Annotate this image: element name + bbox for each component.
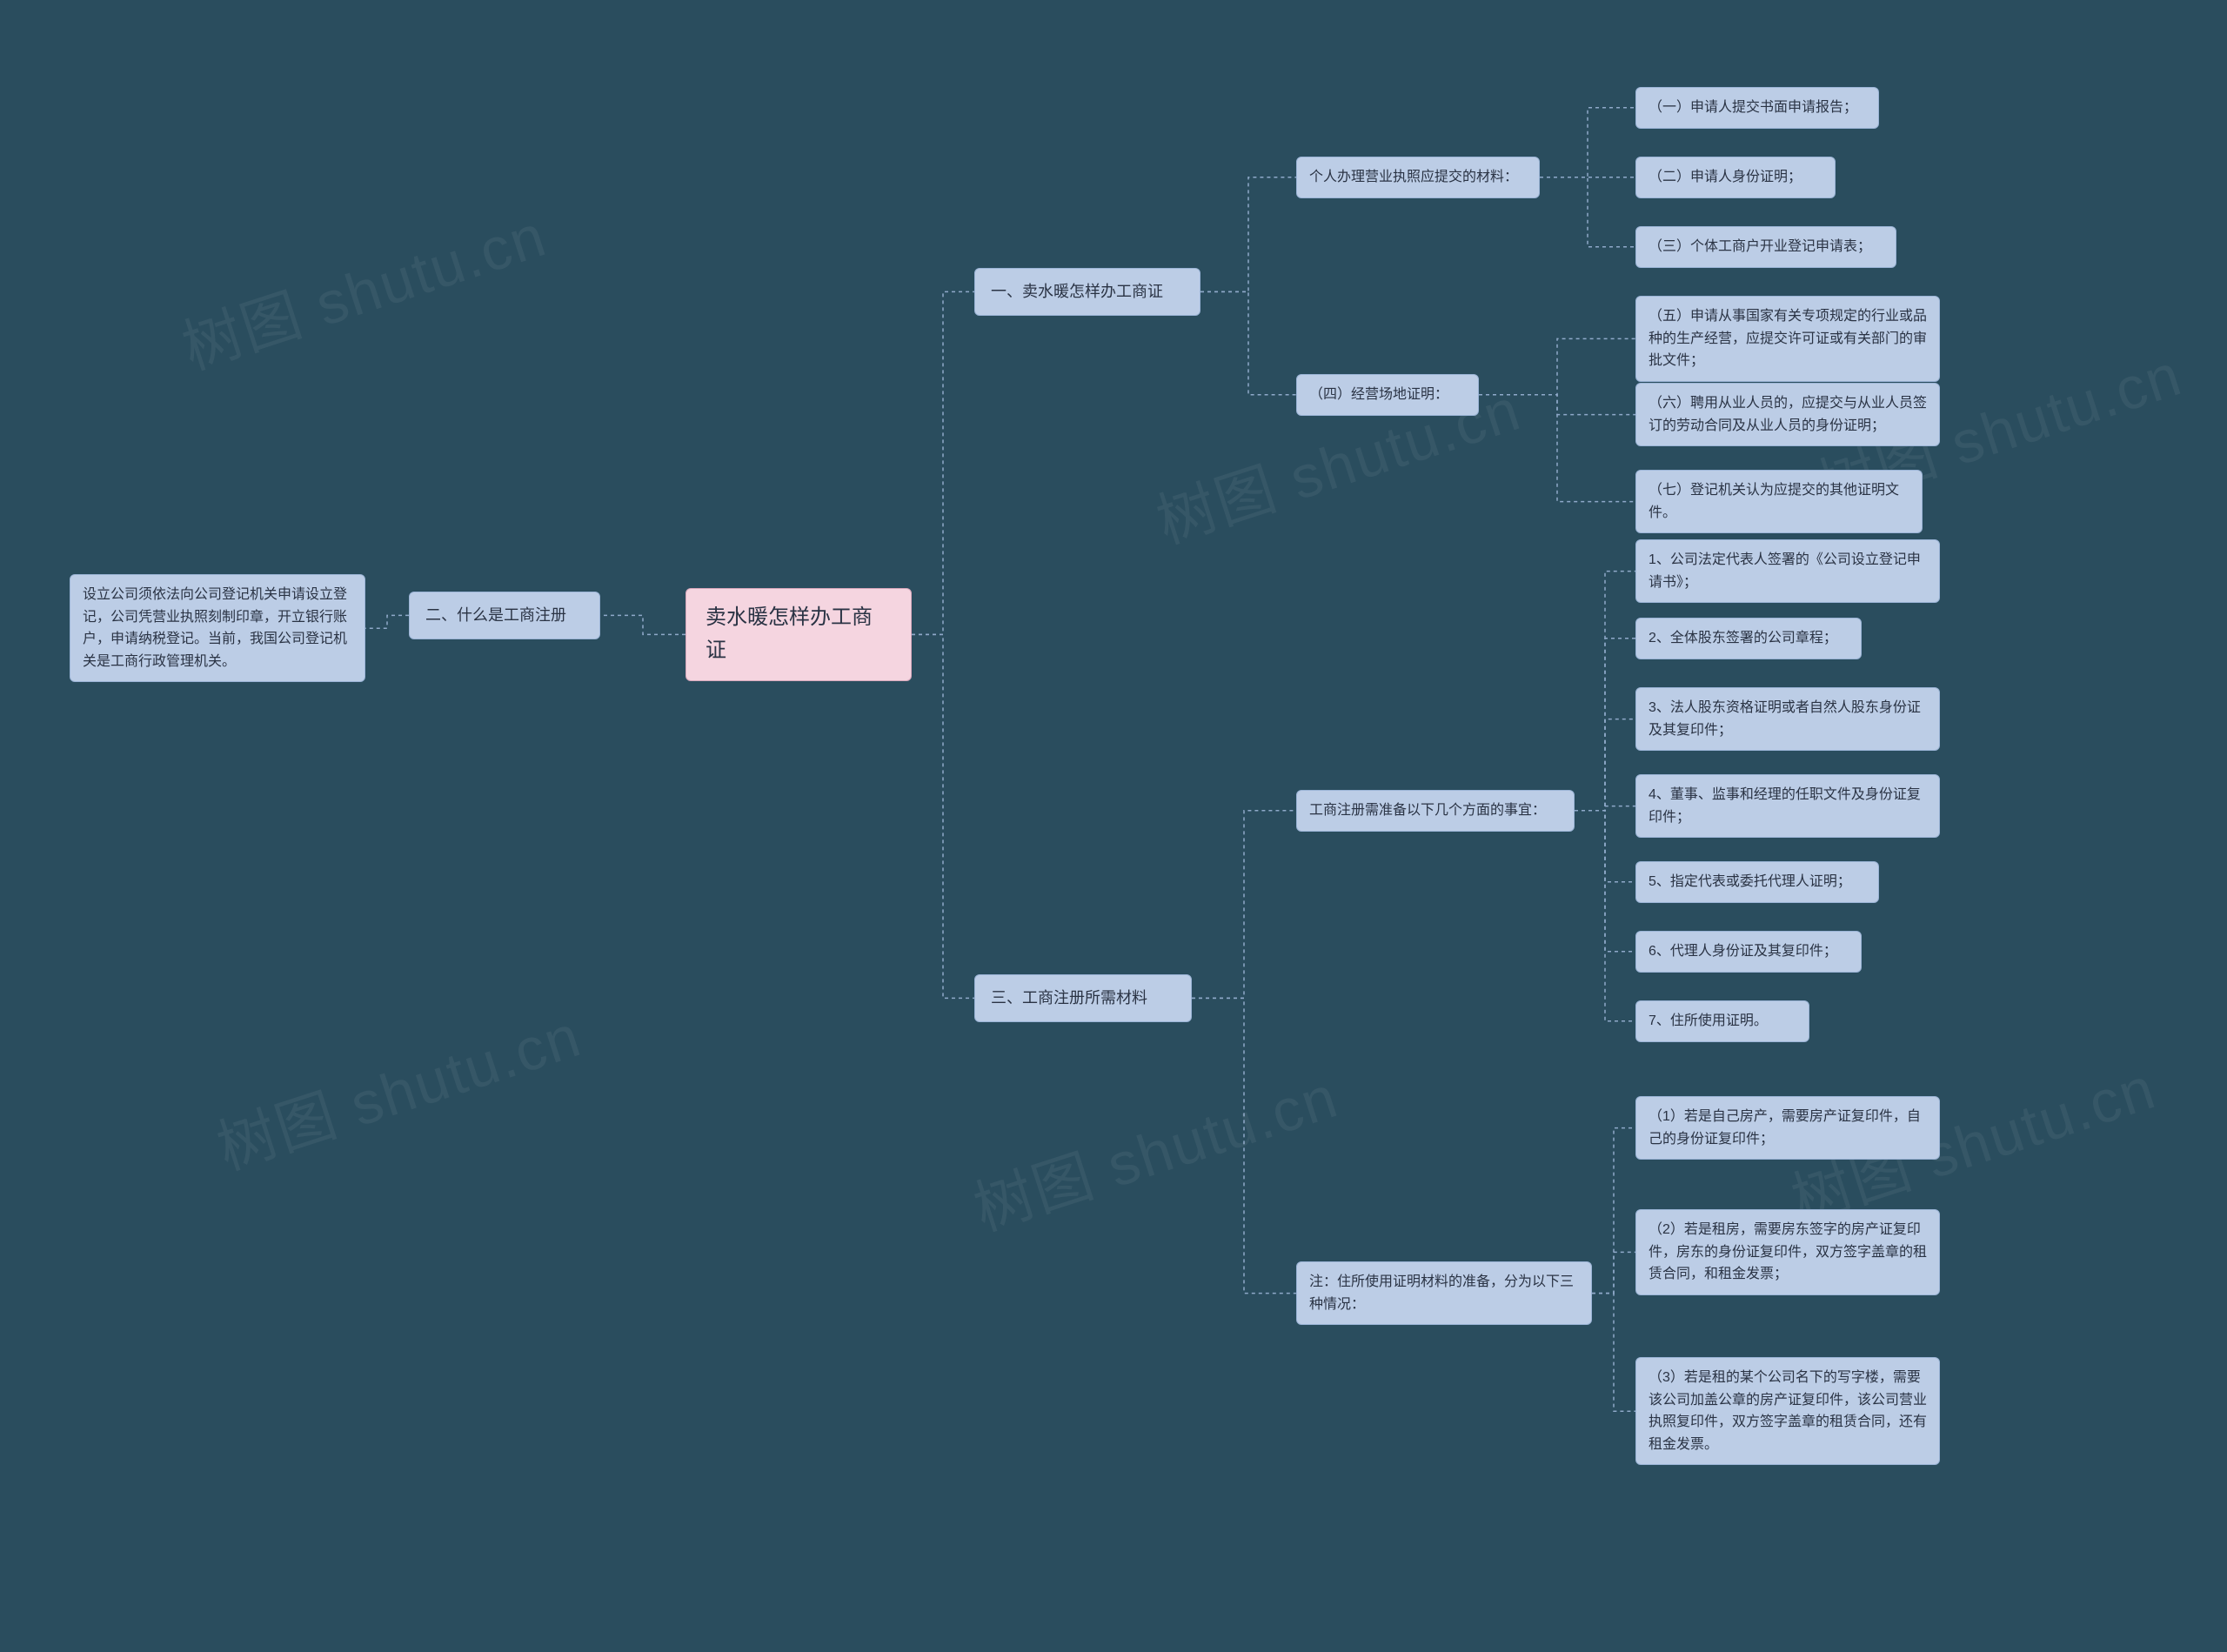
leaf-b1s2-2-label: （六）聘用从业人员的，应提交与从业人员签订的劳动合同及从业人员的身份证明； bbox=[1649, 396, 1927, 433]
leaf-b3s1-4: 4、董事、监事和经理的任职文件及身份证复印件； bbox=[1635, 774, 1940, 838]
leaf-b3s2-3-label: （3）若是租的某个公司名下的写字楼，需要该公司加盖公章的房产证复印件，该公司营业… bbox=[1649, 1370, 1927, 1452]
leaf-b1s1-3: （三）个体工商户开业登记申请表； bbox=[1635, 226, 1896, 268]
watermark: 树图 shutu.cn bbox=[170, 187, 555, 385]
leaf-b1s1-1: （一）申请人提交书面申请报告； bbox=[1635, 87, 1879, 129]
sub-b1-2: （四）经营场地证明： bbox=[1296, 374, 1479, 416]
branch-1-label: 一、卖水暖怎样办工商证 bbox=[991, 283, 1163, 300]
leaf-b3s2-3: （3）若是租的某个公司名下的写字楼，需要该公司加盖公章的房产证复印件，该公司营业… bbox=[1635, 1357, 1940, 1465]
branch-2: 二、什么是工商注册 bbox=[409, 592, 600, 639]
leaf-b1s1-2: （二）申请人身份证明； bbox=[1635, 157, 1836, 198]
leaf-b3s1-6-label: 6、代理人身份证及其复印件； bbox=[1649, 944, 1837, 959]
root-node: 卖水暖怎样办工商证 bbox=[685, 588, 912, 681]
sub-b1-1-label: 个人办理营业执照应提交的材料： bbox=[1309, 170, 1518, 184]
leaf-b3s2-1-label: （1）若是自己房产，需要房产证复印件，自己的身份证复印件； bbox=[1649, 1109, 1921, 1147]
sub-b3-1: 工商注册需准备以下几个方面的事宜： bbox=[1296, 790, 1575, 832]
leaf-b2-1: 设立公司须依法向公司登记机关申请设立登记，公司凭营业执照刻制印章，开立银行账户，… bbox=[70, 574, 365, 682]
leaf-b3s1-3-label: 3、法人股东资格证明或者自然人股东身份证及其复印件； bbox=[1649, 700, 1921, 738]
leaf-b1s2-1: （五）申请从事国家有关专项规定的行业或品种的生产经营，应提交许可证或有关部门的审… bbox=[1635, 296, 1940, 382]
leaf-b1s2-3-label: （七）登记机关认为应提交的其他证明文件。 bbox=[1649, 483, 1899, 520]
leaf-b1s2-3: （七）登记机关认为应提交的其他证明文件。 bbox=[1635, 470, 1923, 533]
leaf-b3s2-2-label: （2）若是租房，需要房东签字的房产证复印件，房东的身份证复印件，双方签字盖章的租… bbox=[1649, 1222, 1927, 1281]
leaf-b1s1-2-label: （二）申请人身份证明； bbox=[1649, 170, 1802, 184]
leaf-b3s1-3: 3、法人股东资格证明或者自然人股东身份证及其复印件； bbox=[1635, 687, 1940, 751]
root-label: 卖水暖怎样办工商证 bbox=[706, 605, 873, 662]
sub-b1-2-label: （四）经营场地证明： bbox=[1309, 387, 1448, 402]
branch-1: 一、卖水暖怎样办工商证 bbox=[974, 268, 1200, 316]
leaf-b3s1-7-label: 7、住所使用证明。 bbox=[1649, 1013, 1768, 1028]
leaf-b1s1-3-label: （三）个体工商户开业登记申请表； bbox=[1649, 239, 1871, 254]
leaf-b3s1-5: 5、指定代表或委托代理人证明； bbox=[1635, 861, 1879, 903]
leaf-b3s1-2-label: 2、全体股东签署的公司章程； bbox=[1649, 631, 1837, 645]
leaf-b3s2-1: （1）若是自己房产，需要房产证复印件，自己的身份证复印件； bbox=[1635, 1096, 1940, 1160]
leaf-b3s1-4-label: 4、董事、监事和经理的任职文件及身份证复印件； bbox=[1649, 787, 1921, 825]
watermark: 树图 shutu.cn bbox=[204, 987, 590, 1186]
sub-b3-2: 注：住所使用证明材料的准备，分为以下三种情况： bbox=[1296, 1261, 1592, 1325]
leaf-b2-1-label: 设立公司须依法向公司登记机关申请设立登记，公司凭营业执照刻制印章，开立银行账户，… bbox=[83, 587, 347, 669]
leaf-b3s1-1-label: 1、公司法定代表人签署的《公司设立登记申请书》； bbox=[1649, 552, 1921, 590]
leaf-b1s2-1-label: （五）申请从事国家有关专项规定的行业或品种的生产经营，应提交许可证或有关部门的审… bbox=[1649, 309, 1927, 368]
leaf-b3s1-7: 7、住所使用证明。 bbox=[1635, 1000, 1809, 1042]
leaf-b3s1-1: 1、公司法定代表人签署的《公司设立登记申请书》； bbox=[1635, 539, 1940, 603]
leaf-b3s2-2: （2）若是租房，需要房东签字的房产证复印件，房东的身份证复印件，双方签字盖章的租… bbox=[1635, 1209, 1940, 1295]
sub-b3-2-label: 注：住所使用证明材料的准备，分为以下三种情况： bbox=[1309, 1274, 1574, 1312]
leaf-b3s1-6: 6、代理人身份证及其复印件； bbox=[1635, 931, 1862, 973]
branch-2-label: 二、什么是工商注册 bbox=[425, 606, 566, 624]
leaf-b3s1-2: 2、全体股东签署的公司章程； bbox=[1635, 618, 1862, 659]
leaf-b1s1-1-label: （一）申请人提交书面申请报告； bbox=[1649, 100, 1857, 115]
branch-3-label: 三、工商注册所需材料 bbox=[991, 989, 1147, 1007]
sub-b1-1: 个人办理营业执照应提交的材料： bbox=[1296, 157, 1540, 198]
branch-3: 三、工商注册所需材料 bbox=[974, 974, 1192, 1022]
sub-b3-1-label: 工商注册需准备以下几个方面的事宜： bbox=[1309, 803, 1546, 818]
leaf-b1s2-2: （六）聘用从业人员的，应提交与从业人员签订的劳动合同及从业人员的身份证明； bbox=[1635, 383, 1940, 446]
leaf-b3s1-5-label: 5、指定代表或委托代理人证明； bbox=[1649, 874, 1851, 889]
watermark: 树图 shutu.cn bbox=[961, 1048, 1347, 1247]
